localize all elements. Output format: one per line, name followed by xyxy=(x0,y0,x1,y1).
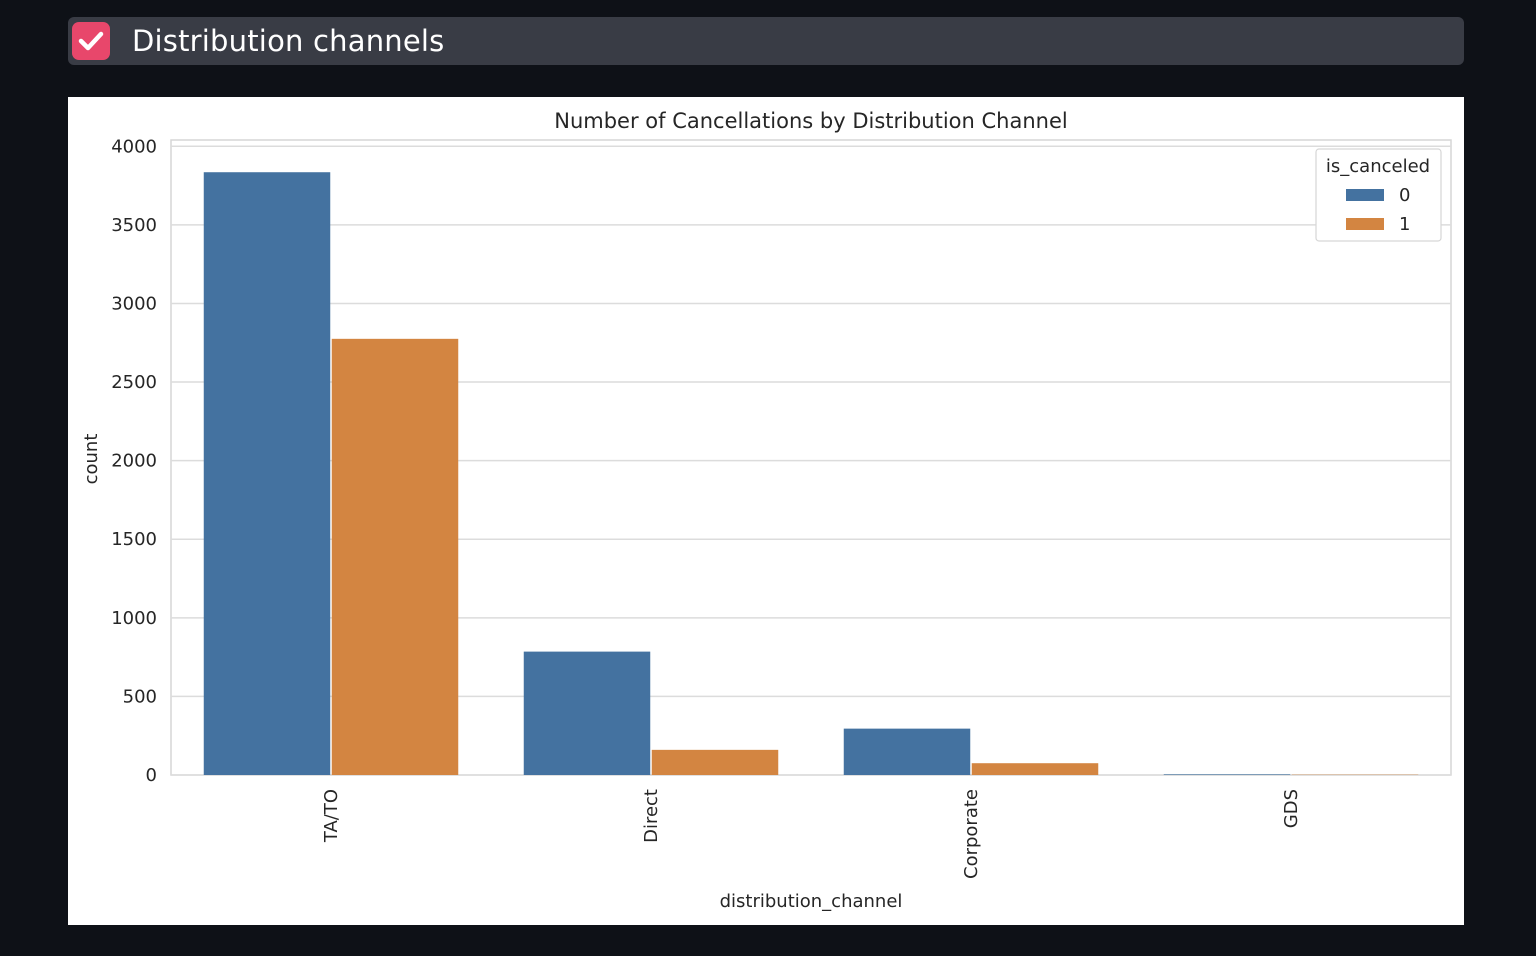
x-tick-label: TA/TO xyxy=(321,789,342,843)
legend-title: is_canceled xyxy=(1326,156,1430,177)
checkbox-checked-icon[interactable] xyxy=(72,22,110,60)
bars xyxy=(203,172,1419,775)
bar-corporate-0 xyxy=(843,728,971,775)
y-tick-label: 4000 xyxy=(111,136,157,157)
bar-ta-to-0 xyxy=(203,172,331,775)
bar-direct-1 xyxy=(651,749,779,775)
bar-ta-to-1 xyxy=(331,338,459,775)
checkmark-icon xyxy=(78,31,104,51)
chart-panel: 0 500 1000 1500 2000 2500 3000 3500 4000 TA/TO Di… xyxy=(68,97,1464,925)
y-tick-label: 2000 xyxy=(111,451,157,472)
y-tick-label: 500 xyxy=(123,686,157,707)
y-tick-label: 1500 xyxy=(111,529,157,550)
legend: is_canceled 0 1 xyxy=(1315,148,1442,242)
x-axis-label: distribution_channel xyxy=(720,891,903,912)
y-axis-label: count xyxy=(81,434,102,485)
bar-chart: 0 500 1000 1500 2000 2500 3000 3500 4000 TA/TO Di… xyxy=(81,109,1452,912)
y-tick-label: 3500 xyxy=(111,215,157,236)
bar-direct-0 xyxy=(523,651,651,775)
x-tick-label: GDS xyxy=(1281,789,1302,828)
x-tick-label: Corporate xyxy=(961,789,982,879)
legend-swatch-0 xyxy=(1346,189,1384,201)
y-tick-labels: 0 500 1000 1500 2000 2500 3000 3500 4000 xyxy=(111,136,157,786)
bar-corporate-1 xyxy=(971,763,1099,775)
legend-label-0: 0 xyxy=(1399,185,1410,206)
y-tick-label: 2500 xyxy=(111,372,157,393)
y-tick-label: 0 xyxy=(146,765,157,786)
legend-label-1: 1 xyxy=(1399,214,1410,235)
y-tick-label: 1000 xyxy=(111,608,157,629)
bar-gds-0 xyxy=(1163,774,1291,775)
chart-title: Number of Cancellations by Distribution … xyxy=(554,109,1067,133)
x-tick-labels: TA/TO Direct Corporate GDS xyxy=(321,789,1302,879)
y-tick-label: 3000 xyxy=(111,293,157,314)
x-tick-label: Direct xyxy=(641,789,662,843)
section-title: Distribution channels xyxy=(132,24,445,58)
section-header: Distribution channels xyxy=(68,17,1464,65)
legend-swatch-1 xyxy=(1346,218,1384,230)
